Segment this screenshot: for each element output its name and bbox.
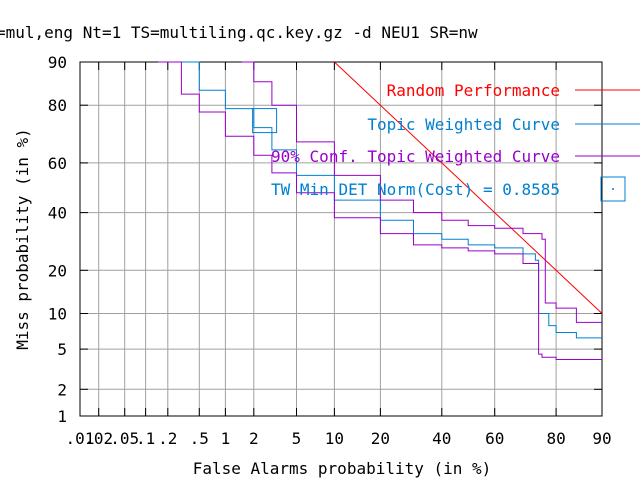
x-tick-label: 2 <box>249 429 259 448</box>
x-tick-label: .5 <box>190 429 209 448</box>
y-axis-label: Miss probability (in %) <box>13 128 32 350</box>
y-tick-label: 80 <box>48 96 67 115</box>
x-tick-label: 40 <box>432 429 451 448</box>
series-line <box>241 61 602 323</box>
min-det-point <box>252 108 278 134</box>
x-tick-label: 20 <box>371 429 390 448</box>
y-tick-label: 90 <box>48 53 67 72</box>
plot-frame <box>79 61 603 417</box>
chart-title: =mul,eng Nt=1 TS=multiling.qc.key.gz -d … <box>0 23 478 42</box>
y-tick-label: 60 <box>48 154 67 173</box>
x-tick-label: 1 <box>221 429 231 448</box>
y-tick-label: 5 <box>57 340 67 359</box>
series-line <box>181 61 602 339</box>
x-tick-label: 80 <box>546 429 565 448</box>
series-layer <box>158 61 603 360</box>
x-axis-label: False Alarms probability (in %) <box>193 459 492 478</box>
legend-label: Topic Weighted Curve <box>367 115 560 134</box>
x-tick-label: 5 <box>292 429 302 448</box>
legend: Random Performance Topic Weighted Curve 90… <box>271 81 640 202</box>
x-tick-label: 10 <box>325 429 344 448</box>
legend-swatch <box>600 176 626 202</box>
tick-labels: .01.02.05.1.2.5 1 2 5 10 20 40 60 80 901251020406… <box>48 53 612 448</box>
x-tick-label: .02 <box>84 429 113 448</box>
legend-label: TW Min DET Norm(Cost) = 0.8585 <box>271 180 560 199</box>
x-tick-label: .05 <box>110 429 139 448</box>
legend-swatch-dot <box>612 188 614 190</box>
series-line <box>334 61 603 314</box>
y-tick-label: 2 <box>57 380 67 399</box>
x-tick-label: .2 <box>158 429 177 448</box>
y-tick-label: 10 <box>48 305 67 324</box>
legend-label: 90% Conf. Topic Weighted Curve <box>271 147 560 166</box>
x-tick-label: .1 <box>136 429 155 448</box>
series-line <box>158 61 602 360</box>
x-tick-label: 60 <box>485 429 504 448</box>
y-tick-label: 1 <box>57 407 67 426</box>
legend-label: Random Performance <box>387 81 560 100</box>
x-tick-label: 90 <box>592 429 611 448</box>
y-tick-label: 20 <box>48 261 67 280</box>
y-tick-label: 40 <box>48 204 67 223</box>
x-tick-label: .01 <box>66 429 95 448</box>
